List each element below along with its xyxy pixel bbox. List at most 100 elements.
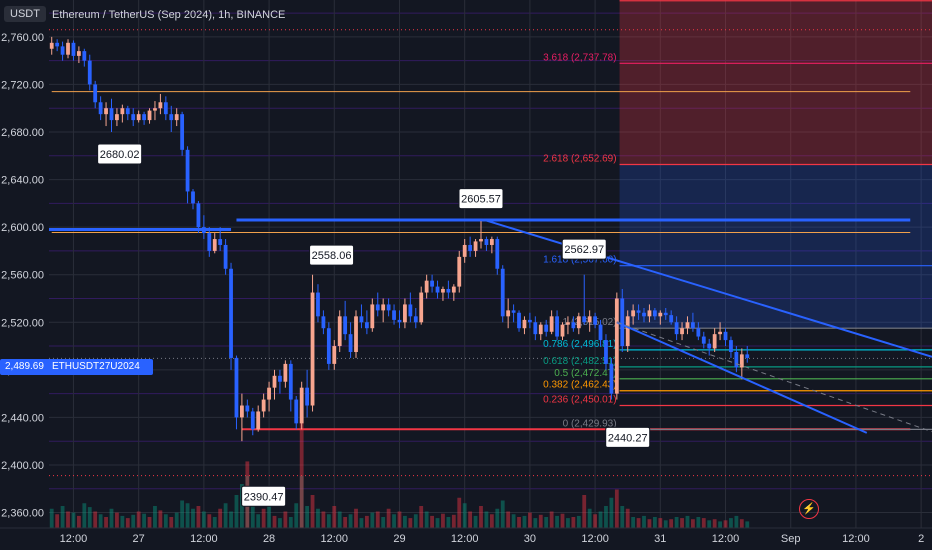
volume-bar: [663, 520, 668, 528]
candle-body: [636, 310, 641, 313]
candle-body: [174, 114, 179, 121]
fib-level-label: 0.236 (2,450.01): [543, 395, 616, 406]
fib-level-label: 4.236 (2,790.37): [543, 0, 616, 1]
fib-level-label: 0.786 (2,496.81): [543, 339, 616, 350]
price-callout: 2440.27: [605, 426, 651, 448]
candle-body: [305, 387, 310, 406]
price-axis-label: 2,720.00: [1, 79, 44, 91]
volume-bar: [707, 520, 712, 528]
candle-body: [115, 114, 119, 121]
candle-body: [364, 322, 369, 329]
chart-title: Ethereum / TetherUS (Sep 2024), 1h, BINA…: [52, 9, 286, 21]
time-axis-label: 12:00: [190, 533, 218, 545]
volume-bar: [234, 495, 239, 528]
candle-body: [718, 331, 722, 335]
candle-body: [359, 316, 364, 323]
candle-body: [506, 310, 511, 317]
volume-bar: [468, 511, 473, 528]
price-callout: 2558.06: [309, 244, 355, 266]
candle-body: [696, 328, 701, 337]
volume-bar: [60, 506, 65, 528]
price-axis-label: 2,440.00: [1, 412, 44, 424]
time-axis-label: 12:00: [712, 533, 740, 545]
volume-bar: [288, 517, 293, 528]
volume-bar: [109, 508, 114, 528]
trend-line: [616, 321, 868, 434]
candle-body: [424, 280, 429, 293]
volume-bar: [609, 497, 614, 528]
volume-bar: [207, 514, 212, 528]
callout-box: [309, 244, 355, 266]
volume-bar: [566, 518, 570, 528]
volume-bar: [419, 506, 424, 528]
candle-body: [136, 114, 141, 121]
candle-body: [386, 304, 391, 311]
fib-level-label: 0 (2,429.93): [563, 418, 617, 429]
candle-body: [229, 268, 233, 358]
last-price-value: 2,489.69: [5, 361, 44, 372]
volume-bar: [647, 519, 652, 528]
price-axis-label: 2,360.00: [1, 508, 44, 520]
time-axis-label: 28: [263, 533, 275, 545]
volume-bar: [723, 520, 728, 528]
volume-bar: [489, 514, 494, 528]
candle-body: [484, 239, 489, 245]
volume-bar: [136, 511, 141, 528]
currency-badge[interactable]: USDT: [4, 6, 46, 22]
candle-body: [223, 244, 228, 269]
candle-body: [272, 375, 277, 388]
candle-body: [196, 203, 201, 228]
volume-bar: [430, 515, 434, 528]
volume-bar: [392, 514, 396, 528]
volume-bar: [348, 514, 353, 528]
candle-body: [582, 316, 587, 323]
last-price-badge: 2,489.69 ETHUSDT27U2024: [0, 359, 153, 375]
candle-body: [381, 304, 386, 311]
candle-body: [457, 256, 462, 287]
volume-bar: [332, 506, 337, 528]
lightning-icon[interactable]: ⚡: [799, 499, 819, 519]
candle-body: [614, 298, 619, 394]
candle-body: [256, 411, 261, 430]
volume-bar: [495, 508, 500, 528]
volume-bar: [66, 511, 70, 528]
volume-bar: [446, 517, 451, 528]
fib-level-label: 0.618 (2,482.51): [543, 356, 616, 367]
candle-body: [685, 322, 690, 329]
fib-level-label: 1.618 (2,567.60): [543, 255, 616, 266]
volume-bar: [413, 514, 418, 528]
volume-bar: [642, 515, 646, 528]
candle-body: [745, 354, 750, 358]
volume-bar: [125, 518, 130, 528]
candle-body: [555, 316, 559, 337]
candle-body: [169, 114, 174, 121]
candle-body: [278, 375, 282, 382]
volume-bar: [174, 512, 179, 528]
volume-bar: [321, 511, 326, 528]
candle-body: [49, 42, 54, 49]
volume-bar: [115, 512, 119, 528]
price-callout: 2605.57: [458, 188, 504, 210]
candle-body: [375, 304, 380, 311]
candle-body: [142, 114, 146, 121]
candle-body: [642, 312, 646, 317]
callout-text: 2390.47: [244, 491, 284, 503]
volume-bar: [370, 512, 375, 528]
callout-box: [241, 485, 287, 507]
volume-bar: [201, 511, 206, 528]
candle-body: [316, 292, 320, 317]
candle-body: [538, 324, 543, 335]
candle-body: [76, 51, 81, 56]
volume-bar: [435, 518, 440, 528]
candle-body: [462, 244, 467, 257]
volume-bar: [598, 511, 603, 528]
volume-bar: [484, 511, 489, 528]
price-axis-label: 2,400.00: [1, 460, 44, 472]
candle-body: [451, 286, 456, 293]
volume-bar: [120, 515, 125, 528]
volume-bar: [680, 518, 684, 528]
volume-bar: [299, 475, 304, 528]
candle-body: [98, 102, 103, 115]
candle-body: [511, 310, 516, 313]
